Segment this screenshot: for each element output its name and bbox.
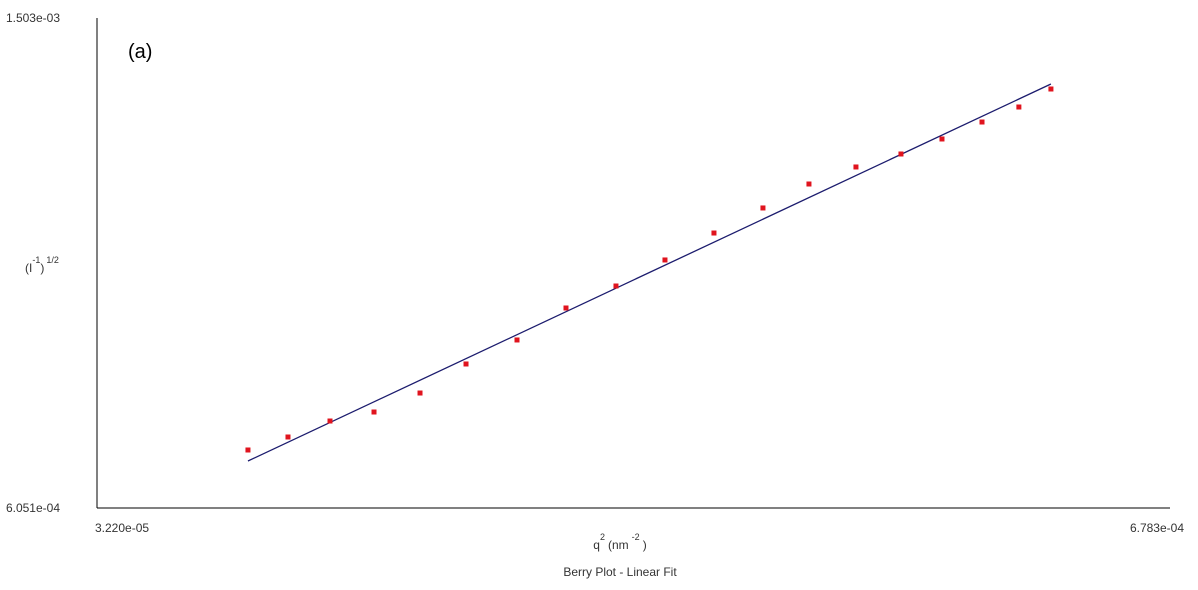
fit-line (247, 83, 1052, 462)
data-point (245, 447, 251, 453)
chart-title: Berry Plot - Linear Fit (563, 565, 677, 579)
data-point (613, 283, 619, 289)
data-point (371, 409, 377, 415)
annotation: (a) (128, 41, 152, 63)
data-point (417, 390, 423, 396)
x-label-part: q (593, 538, 600, 552)
data-point (898, 151, 904, 157)
x-tick-label: 6.783e-04 (1130, 521, 1184, 535)
data-point (853, 164, 859, 170)
data-point (563, 305, 569, 311)
x-tick-label: 3.220e-05 (95, 521, 149, 535)
data-point (939, 136, 945, 142)
x-label-part: ) (643, 538, 647, 552)
y-tick-label: 1.503e-03 (6, 11, 60, 25)
data-point (979, 119, 985, 125)
data-point (1016, 104, 1022, 110)
y-tick-label: 6.051e-04 (6, 501, 60, 515)
data-point (662, 257, 668, 263)
x-label-part: (nm (608, 538, 629, 552)
x-axis-label: q2(nm-2) (593, 532, 646, 552)
data-point (760, 205, 766, 211)
data-point (1048, 86, 1054, 92)
x-label-part: -2 (632, 532, 640, 542)
data-point (514, 337, 520, 343)
data-point (285, 434, 291, 440)
data-point (327, 418, 333, 424)
y-axis-label: (I-1)1/2 (25, 255, 59, 275)
x-label-part: 2 (600, 532, 605, 542)
y-label-part: -1 (32, 255, 40, 265)
data-point (463, 361, 469, 367)
y-label-part: ) (40, 261, 44, 275)
y-label-part: 1/2 (46, 255, 59, 265)
data-point (806, 181, 812, 187)
y-label-part: (I (25, 261, 32, 275)
data-point (711, 230, 717, 236)
